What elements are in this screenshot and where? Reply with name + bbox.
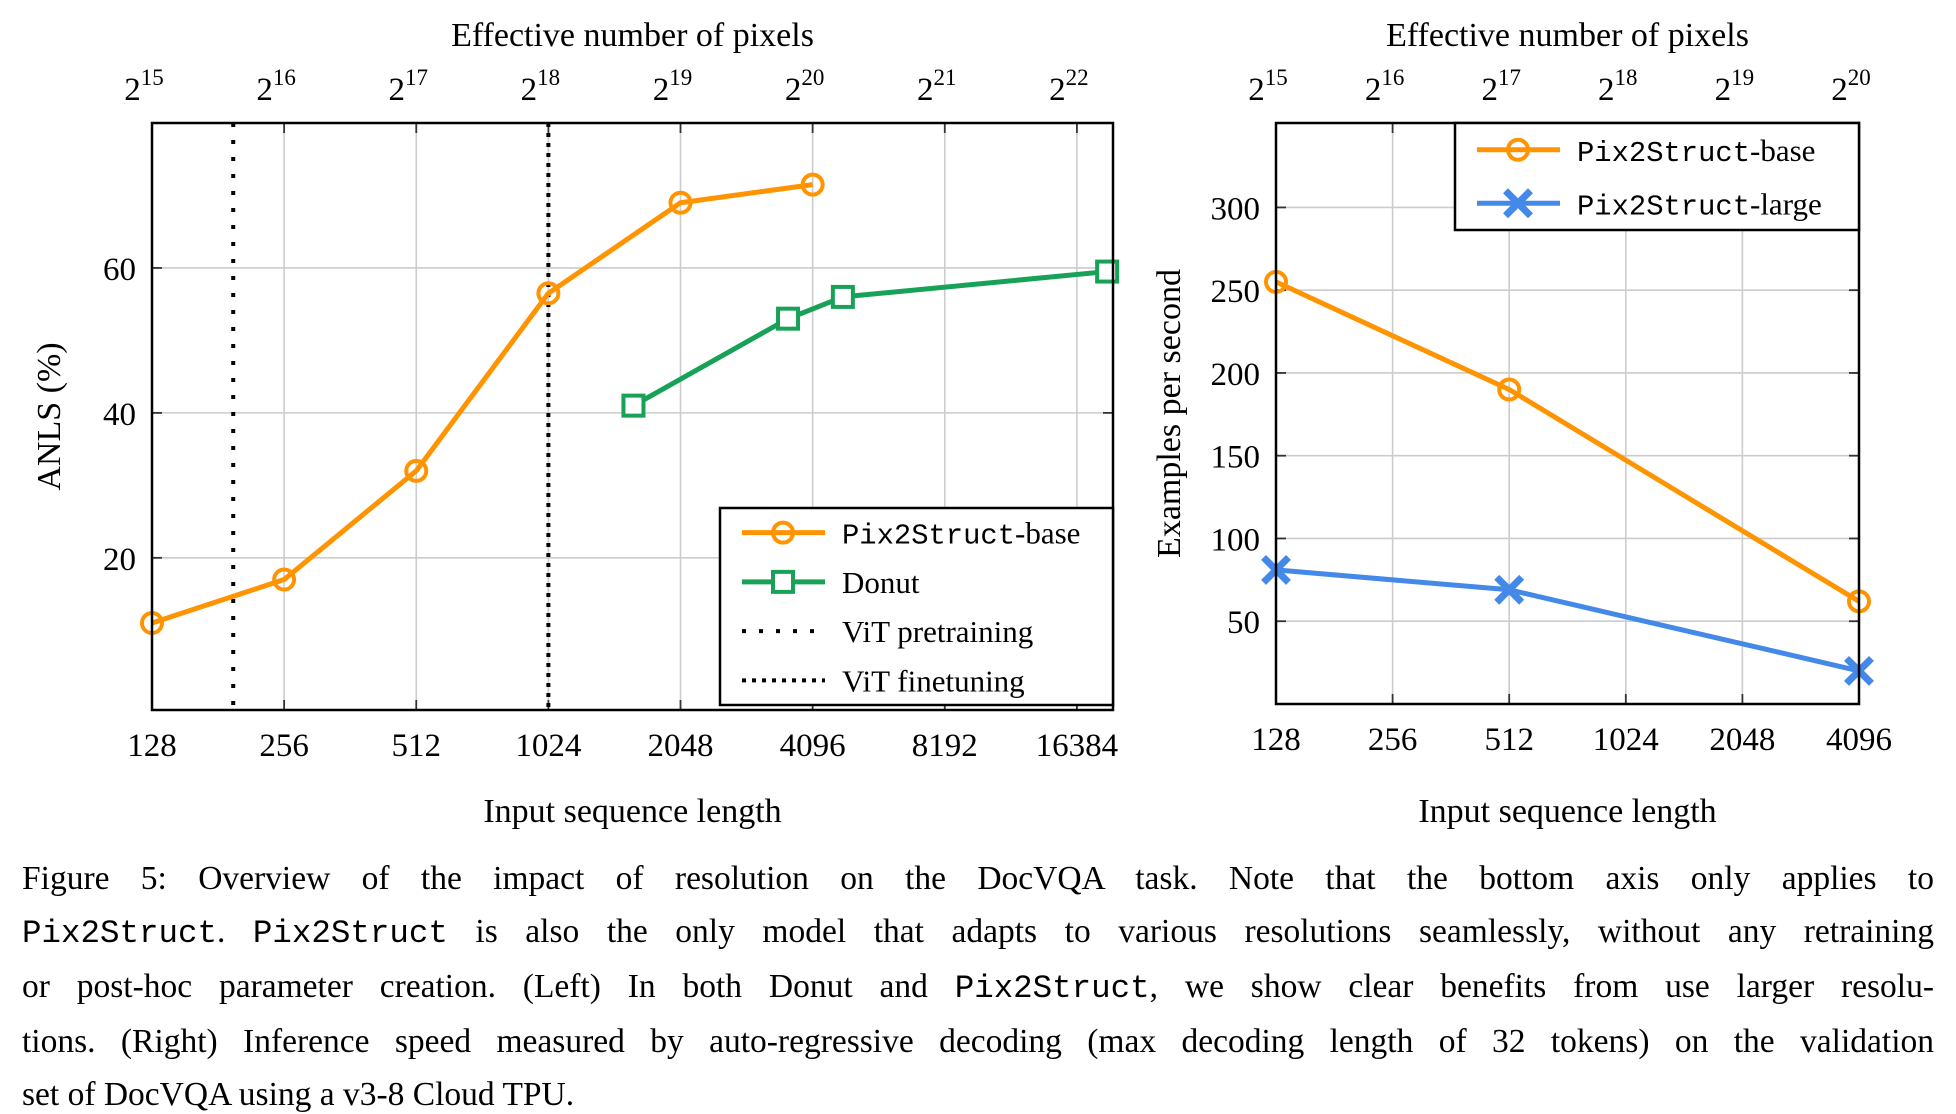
y-tick-label: 300 xyxy=(1211,191,1261,227)
legend-entry: Pix2Struct-base xyxy=(1477,133,1815,170)
data-point-pix2struct-base xyxy=(404,458,429,483)
caption-mono-text: Pix2Struct xyxy=(252,915,448,952)
line-circle-icon xyxy=(771,520,795,545)
top-tick-label: 217 xyxy=(1481,65,1521,108)
x-tick-label: 1024 xyxy=(515,728,581,764)
legend-entry: Donut xyxy=(742,565,920,600)
top-tick-label: 221 xyxy=(917,65,957,108)
caption-text: Figure 5: Overview of the impact of reso… xyxy=(22,860,1934,897)
caption-text: . xyxy=(216,913,253,950)
x-tick-label: 512 xyxy=(1484,722,1534,758)
caption-mono-text: Pix2Struct xyxy=(954,970,1150,1007)
top-tick-label: 218 xyxy=(1598,65,1638,108)
x-tick-label: 2048 xyxy=(648,728,714,764)
x-tick-label: 1024 xyxy=(1593,722,1659,758)
x-tick-label: 4096 xyxy=(1826,722,1892,758)
legend-label: ViT finetuning xyxy=(842,663,1025,698)
caption-text: tions. (Right) Inference speed measured … xyxy=(22,1023,1934,1060)
caption-line: Figure 5: Overview of the impact of reso… xyxy=(22,852,1934,905)
legend-label: Pix2Struct-base xyxy=(842,516,1080,553)
y-tick-label: 60 xyxy=(103,252,136,288)
caption-line: tions. (Right) Inference speed measured … xyxy=(22,1015,1934,1068)
legend-label: ViT pretraining xyxy=(842,614,1033,649)
x-axis-label: Input sequence length xyxy=(1418,793,1716,830)
legend-entry: ViT pretraining xyxy=(742,614,1033,649)
y-axis-label: ANLS (%) xyxy=(31,342,68,490)
y-tick-label: 100 xyxy=(1211,522,1261,558)
data-point-donut xyxy=(621,393,646,418)
top-tick-label: 215 xyxy=(124,65,164,108)
legend-entry: ViT finetuning xyxy=(742,663,1025,698)
caption-line: Pix2Struct. Pix2Struct is also the only … xyxy=(22,905,1934,960)
chart-panel-left: Effective number of pixels 215 216 217 218 21… xyxy=(31,17,1120,830)
data-point-pix2struct-base xyxy=(668,190,693,215)
figure-canvas: Effective number of pixels 215 216 217 218 21… xyxy=(31,17,1892,830)
top-tick-label: 215 xyxy=(1248,65,1288,108)
plot-frame xyxy=(150,121,1115,712)
x-tick-label: 256 xyxy=(1368,722,1418,758)
y-tick-label: 200 xyxy=(1211,357,1261,393)
x-tick-label: 2048 xyxy=(1709,722,1775,758)
top-tick-label: 222 xyxy=(1049,65,1089,108)
series-line-pix2struct-base xyxy=(1274,279,1861,604)
caption-mono-text: Pix2Struct xyxy=(22,915,217,952)
top-tick-label: 219 xyxy=(653,65,693,108)
y-tick-label: 20 xyxy=(103,542,136,578)
caption-text: or post-hoc parameter creation. (Left) I… xyxy=(22,968,955,1005)
data-point-donut xyxy=(776,306,801,331)
top-axis-title: Effective number of pixels xyxy=(1386,17,1749,54)
top-axis-title: Effective number of pixels xyxy=(451,17,814,54)
line-circle-icon xyxy=(1506,137,1530,162)
line-x-icon xyxy=(1503,188,1533,219)
legend-entry: Pix2Struct-base xyxy=(742,516,1080,553)
legend: Pix2Struct-base Donut ViT pretraining ViT f… xyxy=(718,506,1115,707)
series-line-pix2struct-base xyxy=(151,182,813,626)
legend-label: Pix2Struct-base xyxy=(1577,133,1815,170)
x-tick-label: 128 xyxy=(127,728,177,764)
line-square-icon xyxy=(771,569,795,594)
data-point-donut xyxy=(830,284,855,309)
top-tick-label: 220 xyxy=(1831,65,1871,108)
y-tick-label: 50 xyxy=(1227,605,1260,641)
top-tick-label: 218 xyxy=(521,65,561,108)
caption-line: set of DocVQA using a v3-8 Cloud TPU. xyxy=(22,1068,1934,1114)
x-tick-label: 4096 xyxy=(780,728,846,764)
figure-caption: Figure 5: Overview of the impact of reso… xyxy=(22,852,1934,1114)
legend: Pix2Struct-base Pix2Struct-large xyxy=(1453,121,1861,232)
legend-entry: Pix2Struct-large xyxy=(1477,186,1822,223)
y-tick-label: 40 xyxy=(103,397,136,433)
y-tick-label: 150 xyxy=(1211,440,1261,476)
data-point-pix2struct-base xyxy=(536,281,561,306)
chart-panel-right: Effective number of pixels 215 216 217 218 21… xyxy=(1151,17,1892,830)
caption-line: or post-hoc parameter creation. (Left) I… xyxy=(22,960,1934,1015)
caption-text: is also the only model that adapts to va… xyxy=(447,913,1934,950)
data-point-pix2struct-base xyxy=(1497,377,1522,402)
series-line-pix2struct-large xyxy=(1275,567,1860,674)
top-tick-label: 216 xyxy=(256,65,296,108)
caption-text: set of DocVQA using a v3-8 Cloud TPU. xyxy=(22,1076,575,1113)
x-axis-label: Input sequence length xyxy=(483,793,781,830)
y-axis-label: Examples per second xyxy=(1151,269,1188,558)
data-point-pix2struct-base xyxy=(272,567,297,592)
x-tick-label: 512 xyxy=(392,728,442,764)
data-point-pix2struct-base xyxy=(800,172,825,197)
legend-label: Donut xyxy=(842,565,920,600)
series-line-donut xyxy=(632,269,1108,408)
top-tick-label: 216 xyxy=(1365,65,1405,108)
top-tick-label: 217 xyxy=(389,65,429,108)
x-tick-label: 16384 xyxy=(1036,728,1119,764)
x-tick-label: 256 xyxy=(259,728,309,764)
x-tick-label: 128 xyxy=(1251,722,1301,758)
y-tick-label: 250 xyxy=(1211,274,1261,310)
top-tick-label: 220 xyxy=(785,65,825,108)
legend-label: Pix2Struct-large xyxy=(1577,186,1822,223)
caption-text: , we show clear benefits from use larger… xyxy=(1149,968,1934,1005)
top-tick-label: 219 xyxy=(1715,65,1755,108)
data-point-pix2struct-large xyxy=(1494,574,1525,605)
x-tick-label: 8192 xyxy=(912,728,978,764)
